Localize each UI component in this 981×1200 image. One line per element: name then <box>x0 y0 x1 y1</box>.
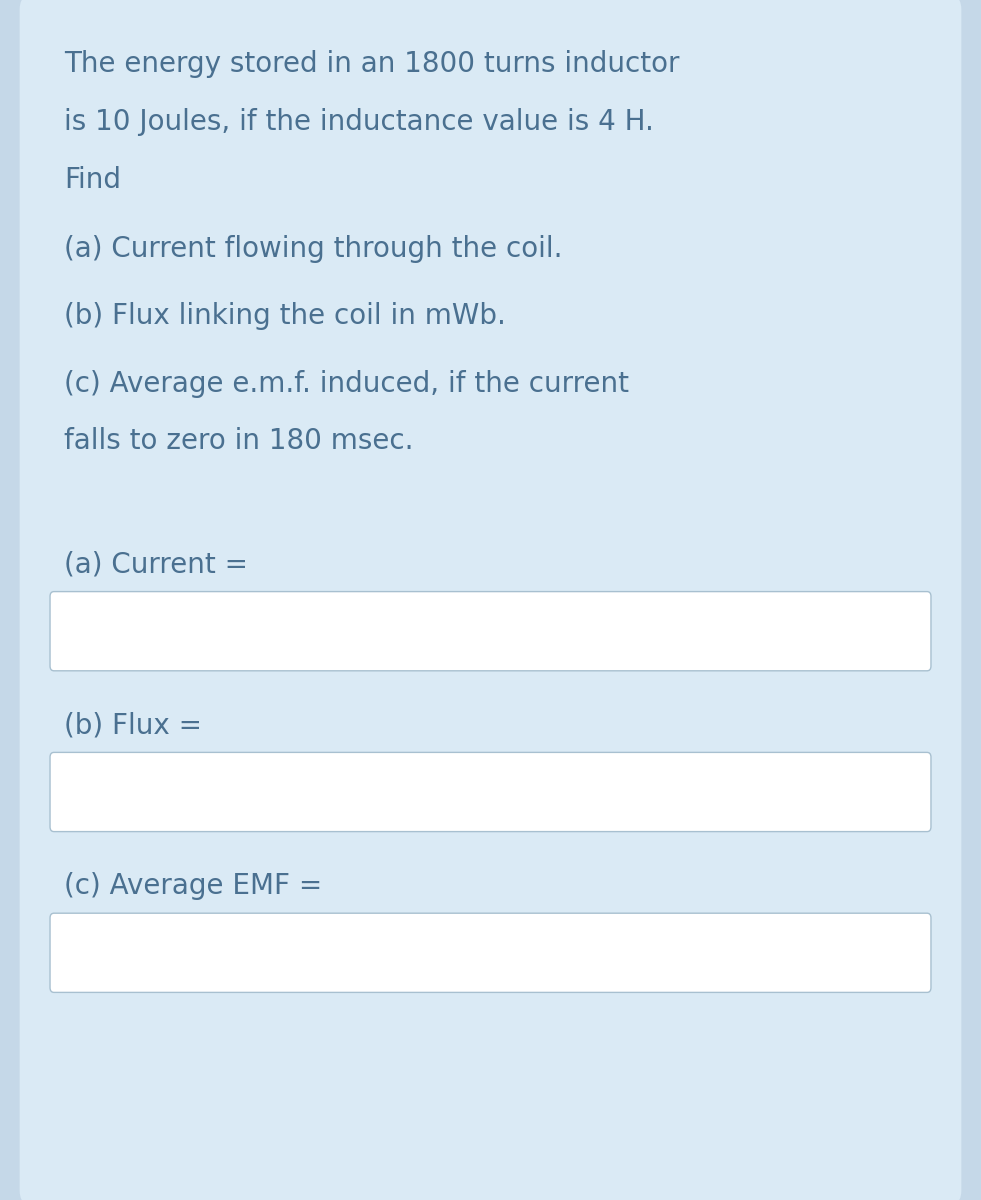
FancyBboxPatch shape <box>50 913 931 992</box>
Text: is 10 Joules, if the inductance value is 4 H.: is 10 Joules, if the inductance value is… <box>64 108 653 136</box>
Text: falls to zero in 180 msec.: falls to zero in 180 msec. <box>64 427 413 455</box>
FancyBboxPatch shape <box>20 0 961 1200</box>
Text: (c) Average e.m.f. induced, if the current: (c) Average e.m.f. induced, if the curre… <box>64 370 629 397</box>
Text: (b) Flux =: (b) Flux = <box>64 712 202 739</box>
Text: (a) Current =: (a) Current = <box>64 551 248 578</box>
FancyBboxPatch shape <box>50 752 931 832</box>
FancyBboxPatch shape <box>50 592 931 671</box>
Text: Find: Find <box>64 166 121 193</box>
Text: (b) Flux linking the coil in mWb.: (b) Flux linking the coil in mWb. <box>64 302 505 330</box>
Text: (a) Current flowing through the coil.: (a) Current flowing through the coil. <box>64 235 562 263</box>
Text: (c) Average EMF =: (c) Average EMF = <box>64 872 322 900</box>
Text: The energy stored in an 1800 turns inductor: The energy stored in an 1800 turns induc… <box>64 50 679 78</box>
